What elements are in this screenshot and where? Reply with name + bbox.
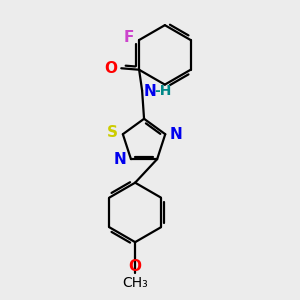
Text: S: S xyxy=(107,125,118,140)
Text: N: N xyxy=(144,84,156,99)
Text: O: O xyxy=(104,61,117,76)
Text: F: F xyxy=(123,30,134,45)
Text: CH₃: CH₃ xyxy=(122,276,148,290)
Text: N: N xyxy=(169,127,182,142)
Text: O: O xyxy=(129,259,142,274)
Text: -H: -H xyxy=(154,84,172,98)
Text: N: N xyxy=(114,152,127,166)
